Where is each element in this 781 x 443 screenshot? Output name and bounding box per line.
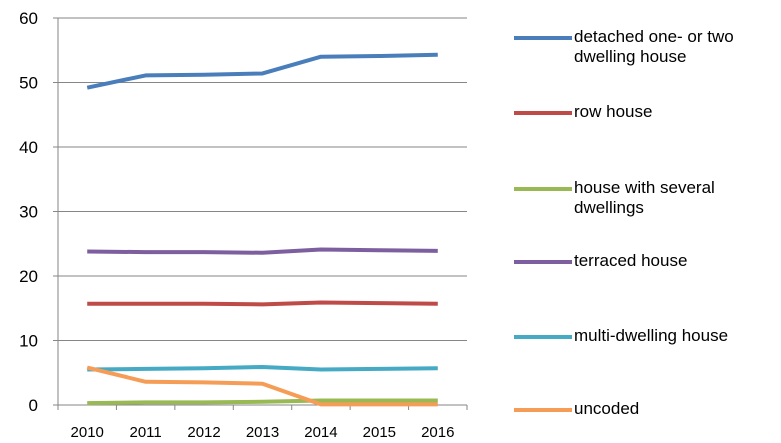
legend-item: multi-dwelling house (514, 326, 776, 370)
x-tick-label: 2011 (130, 424, 162, 441)
legend-swatch (514, 408, 572, 412)
y-tick-label: 30 (19, 203, 38, 222)
legend-item: terraced house (514, 251, 776, 295)
legend-item: house with several dwellings (514, 178, 776, 222)
legend-swatch (514, 335, 572, 339)
legend-label: multi-dwelling house (574, 326, 729, 345)
x-tick-label: 2016 (421, 424, 454, 441)
legend-swatch (514, 36, 572, 40)
series-line (87, 364, 438, 372)
legend-label: row house (574, 102, 653, 121)
x-tick-label: 2014 (304, 424, 337, 441)
legend-label: terraced house (574, 251, 688, 270)
legend-swatch (514, 111, 572, 115)
legend-item: row house (514, 102, 776, 146)
y-tick-label: 60 (19, 9, 38, 28)
x-tick-label: 2010 (71, 424, 104, 441)
x-tick-label: 2013 (246, 424, 279, 441)
series-line (86, 365, 438, 407)
legend-label: uncoded (574, 399, 640, 418)
series-line (86, 52, 438, 90)
y-tick-label: 0 (29, 396, 38, 415)
y-tick-label: 50 (19, 74, 38, 93)
legend-swatch (514, 260, 572, 264)
x-tick-label: 2012 (187, 424, 220, 441)
y-tick-label: 20 (19, 267, 38, 286)
y-tick-label: 10 (19, 332, 38, 351)
legend-item: uncoded (514, 399, 776, 443)
y-tick-label: 40 (19, 138, 38, 157)
series-line (87, 398, 438, 406)
legend-label: house with several dwellings (574, 178, 715, 217)
legend-swatch (514, 187, 572, 191)
x-tick-label: 2015 (363, 424, 396, 441)
legend-label: detached one- or two dwelling house (574, 27, 734, 66)
legend-item: detached one- or two dwelling house (514, 27, 776, 71)
series-line (87, 247, 438, 255)
series-line (87, 300, 438, 307)
